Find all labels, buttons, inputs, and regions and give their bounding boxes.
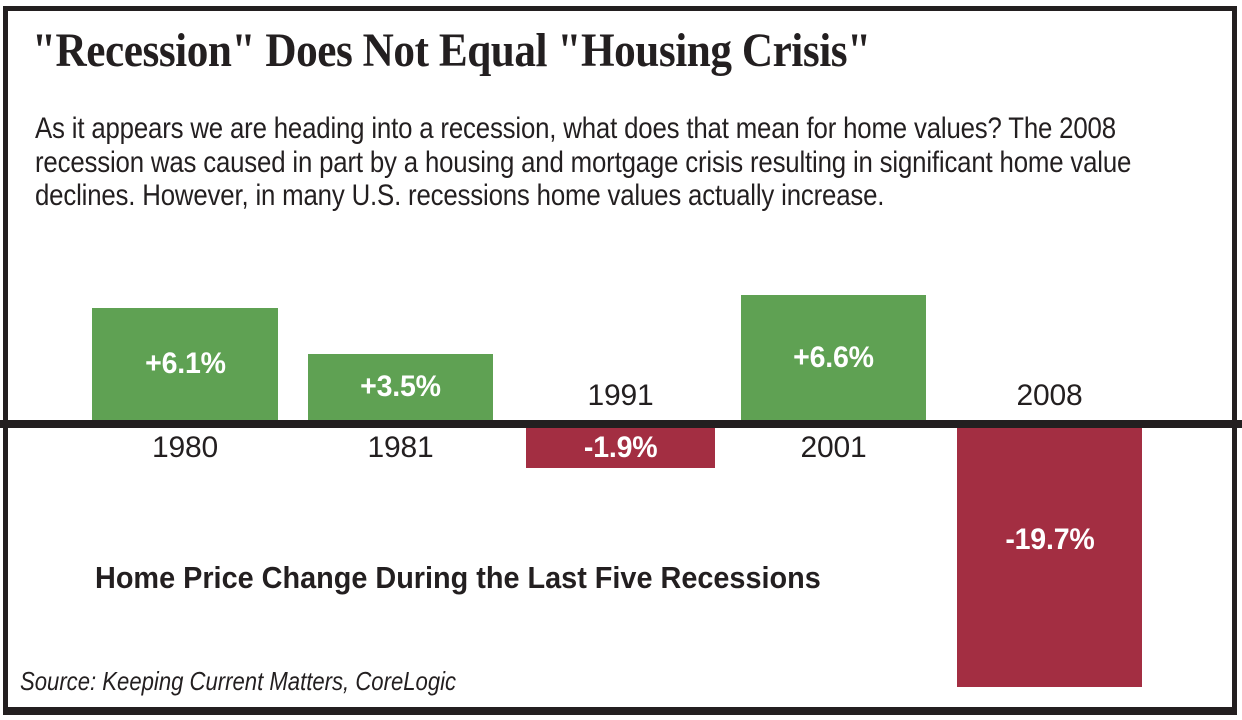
outer-border <box>3 6 1237 715</box>
axis-label-1991: 1991 <box>587 379 654 412</box>
bar-1991: -1.9% <box>526 428 715 468</box>
source-note: Source: Keeping Current Matters, CoreLog… <box>20 666 457 696</box>
bar-value-label-1980: +6.1% <box>144 347 226 380</box>
bar-value-label-1991: -1.9% <box>583 431 658 464</box>
axis-label-1981: 1981 <box>367 431 434 464</box>
bar-value-label-1981: +3.5% <box>360 370 441 403</box>
intro-line-3: declines. However, in many U.S. recessio… <box>35 179 885 212</box>
intro-line-1: As it appears we are heading into a rece… <box>35 112 1116 145</box>
chart-title: Home Price Change During the Last Five R… <box>95 560 821 595</box>
bar-value-label-2008: -19.7% <box>1004 523 1095 556</box>
bar-1980: +6.1% <box>92 308 278 420</box>
axis-label-2008: 2008 <box>1016 379 1083 412</box>
page-title: "Recession" Does Not Equal "Housing Cris… <box>32 24 871 77</box>
axis-label-1980: 1980 <box>152 431 218 464</box>
zero-baseline <box>0 420 1242 428</box>
bar-value-label-2001: +6.6% <box>793 341 874 374</box>
axis-label-2001: 2001 <box>800 431 867 464</box>
intro-text: As it appears we are heading into a rece… <box>35 112 1131 213</box>
intro-line-2: recession was caused in part by a housin… <box>35 145 1132 179</box>
bar-2001: +6.6% <box>741 295 926 421</box>
bar-1981: +3.5% <box>308 354 493 420</box>
bar-2008: -19.7% <box>957 428 1142 687</box>
